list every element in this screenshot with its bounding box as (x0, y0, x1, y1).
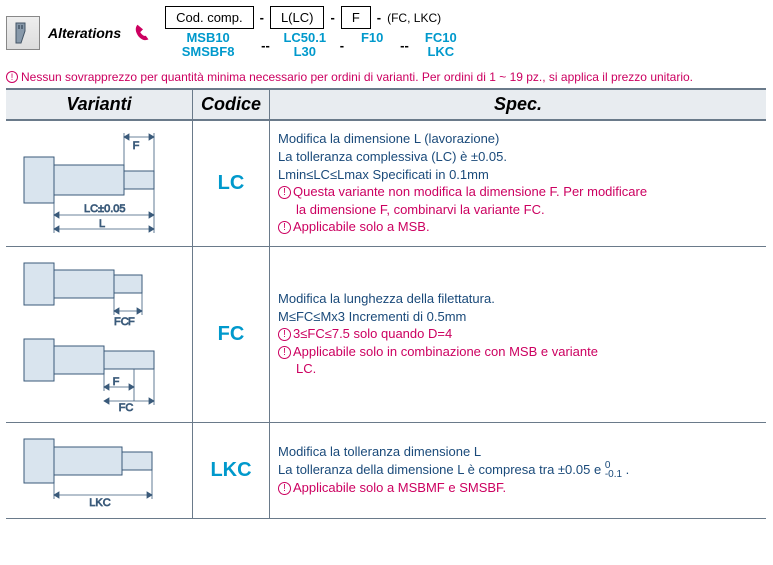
code-lc: LC (193, 120, 270, 247)
spec-line: La tolleranza della dimensione L è compr… (278, 461, 758, 480)
table-row: FC F F FC FC (6, 246, 766, 422)
spec-line: Lmin≤LC≤Lmax Specificati in 0.1mm (278, 166, 758, 184)
example-l30: L30 (294, 45, 316, 59)
dim-lkc: LKC (89, 497, 110, 509)
dim-f-top: F (128, 316, 135, 328)
box-f: F (341, 6, 371, 29)
example-msb10: MSB10 (186, 31, 229, 45)
spec-note-text: Applicabile solo in combinazione con MSB… (293, 344, 598, 359)
th-codice: Codice (193, 89, 270, 120)
code-fc: FC (193, 246, 270, 422)
box-l-lc: L(LC) (270, 6, 325, 29)
pricing-note-text: Nessun sovrapprezzo per quantità minima … (21, 70, 693, 84)
spec-note: !Questa variante non modifica la dimensi… (278, 183, 758, 201)
th-varianti: Varianti (6, 89, 193, 120)
spec-note: !3≤FC≤7.5 solo quando D=4 (278, 325, 758, 343)
dim-lc: LC±0.05 (84, 203, 126, 215)
dim-fc-bot: FC (119, 402, 134, 413)
dim-l: L (99, 218, 105, 230)
note-dot-icon: ! (278, 346, 291, 359)
spec-text: . (626, 462, 630, 477)
example-lc50: LC50.1 (283, 31, 326, 45)
spec-line: M≤FC≤Mx3 Incrementi di 0.5mm (278, 308, 758, 326)
example-fc10: FC10 (425, 31, 457, 45)
header: Alterations Cod. comp. - L(LC) - F - (FC… (6, 6, 767, 60)
dim-f-bot: F (113, 376, 120, 388)
spec-note-text: 3≤FC≤7.5 solo quando D=4 (293, 326, 452, 341)
phone-icon (129, 19, 157, 47)
spec-note-cont: la dimensione F, combinarvi la variante … (278, 201, 758, 219)
note-dot-icon: ! (278, 186, 291, 199)
spec-line: Modifica la lunghezza della filettatura. (278, 290, 758, 308)
spec-line: Modifica la dimensione L (lavorazione) (278, 130, 758, 148)
note-dot-icon: ! (278, 221, 291, 234)
example-lkc: LKC (427, 45, 454, 59)
sep: - (260, 10, 264, 25)
box-cod-comp: Cod. comp. (165, 6, 253, 29)
note-dot-icon: ! (278, 482, 291, 495)
tolerance-fraction: 0 -0.1 (605, 461, 622, 479)
diagram-lc: F LC±0.05 L (6, 120, 193, 247)
spec-note-cont: LC. (278, 360, 758, 378)
table-row: F LC±0.05 L LC Modifica la dimen (6, 120, 766, 247)
spec-fc: Modifica la lunghezza della filettatura.… (270, 246, 766, 422)
dim-fc-top: FC (114, 316, 129, 328)
spec-text: La tolleranza della dimensione L è compr… (278, 462, 605, 477)
spec-note: !Applicabile solo a MSBMF e SMSBF. (278, 479, 758, 497)
alterations-icon (6, 16, 40, 50)
diagram-fc: FC F F FC (6, 246, 193, 422)
code-line-boxes: Cod. comp. - L(LC) - F - (FC, LKC) (165, 6, 463, 29)
dash: -- (257, 38, 274, 53)
table-header-row: Varianti Codice Spec. (6, 89, 766, 120)
code-line-examples: MSB10 SMSBF8 -- LC50.1 L30 - F10 -- FC10… (165, 31, 463, 60)
diagram-lkc: LKC (6, 422, 193, 518)
dash: -- (396, 38, 413, 53)
code-composition: Cod. comp. - L(LC) - F - (FC, LKC) MSB10… (165, 6, 463, 60)
paren-fc-lkc: (FC, LKC) (387, 11, 441, 25)
tol-bot: -0.1 (605, 470, 622, 479)
sep: - (330, 10, 334, 25)
sep: - (377, 10, 381, 25)
alterations-label: Alterations (48, 25, 121, 41)
spec-note: !Applicabile solo in combinazione con MS… (278, 343, 758, 361)
dim-f: F (133, 140, 140, 152)
pricing-note: !Nessun sovrapprezzo per quantità minima… (6, 70, 767, 84)
table-row: LKC LKC Modifica la tolleranza dimension… (6, 422, 766, 518)
note-dot-icon: ! (6, 71, 18, 83)
spec-note-text: Questa variante non modifica la dimensio… (293, 184, 647, 199)
spec-line: La tolleranza complessiva (LC) è ±0.05. (278, 148, 758, 166)
spec-note-text: Applicabile solo a MSBMF e SMSBF. (293, 480, 506, 495)
variants-table: Varianti Codice Spec. F (6, 88, 766, 519)
example-f10: F10 (361, 31, 383, 45)
spec-lc: Modifica la dimensione L (lavorazione) L… (270, 120, 766, 247)
example-smsbf8: SMSBF8 (182, 45, 235, 59)
code-lkc: LKC (193, 422, 270, 518)
spec-note: !Applicabile solo a MSB. (278, 218, 758, 236)
th-spec: Spec. (270, 89, 766, 120)
spec-lkc: Modifica la tolleranza dimensione L La t… (270, 422, 766, 518)
dash: - (336, 38, 348, 53)
note-dot-icon: ! (278, 328, 291, 341)
spec-line: Modifica la tolleranza dimensione L (278, 443, 758, 461)
spec-note-text: Applicabile solo a MSB. (293, 219, 430, 234)
